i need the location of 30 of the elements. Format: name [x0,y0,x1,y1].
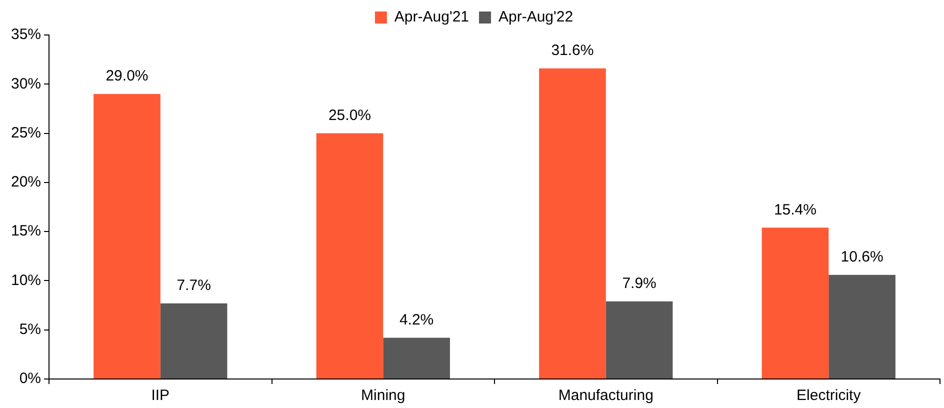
bar [606,301,673,378]
y-tick-label: 35% [10,26,42,44]
bar [539,68,606,378]
data-label: 7.9% [622,274,656,292]
x-tick-label: IIP [151,387,170,404]
data-label: 4.2% [399,311,434,328]
y-tick-label: 20% [10,174,42,191]
data-label: 10.6% [840,248,884,266]
y-tick-label: 10% [10,272,42,289]
bar [94,94,160,378]
y-tick-label: 5% [19,321,42,338]
data-label: 15.4% [774,201,816,218]
y-tick-label: 0% [19,370,42,388]
bar [160,303,228,378]
x-tick-label: Electricity [796,387,862,404]
bar [762,228,829,378]
x-tick-label: Mining [361,387,406,404]
x-tick-label: Manufacturing [558,387,654,404]
data-label: 31.6% [551,42,594,60]
legend-label: Apr-Aug'22 [498,8,574,26]
data-label: 25.0% [328,106,371,124]
legend-label: Apr-Aug'21 [394,8,470,26]
bar [828,274,896,378]
y-tick-label: 15% [10,222,42,240]
data-label: 7.7% [176,276,211,294]
y-tick-label: 30% [10,75,42,92]
data-label: 29.0% [106,68,148,85]
bar [383,338,450,378]
y-tick-label: 25% [10,124,42,142]
bar [316,133,384,378]
